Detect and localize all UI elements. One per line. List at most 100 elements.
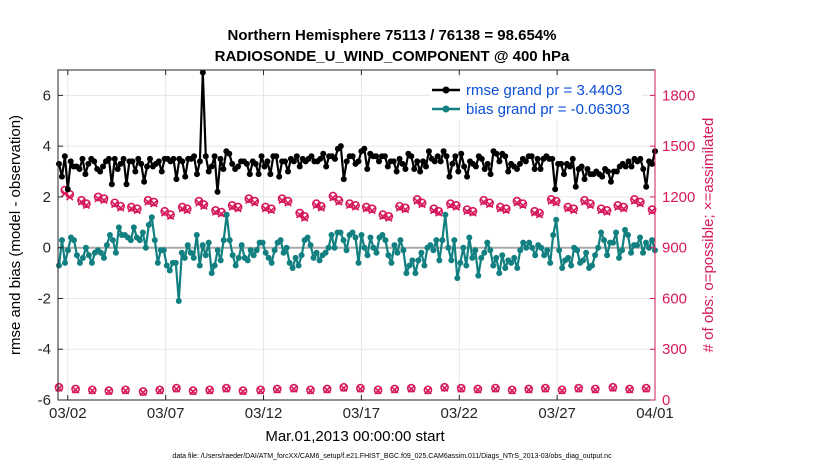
bias-series-point xyxy=(493,254,500,261)
rmse-series-point xyxy=(516,160,523,167)
obs-assimilated-marker xyxy=(502,206,511,215)
rmse-series-point xyxy=(522,158,529,165)
obs-assimilated-marker xyxy=(564,205,572,213)
obs-possible-marker xyxy=(217,207,226,217)
obs-assimilated-marker xyxy=(65,193,74,201)
bias-series-point xyxy=(196,262,203,269)
obs-assimilated-marker xyxy=(139,388,147,397)
y-tick-label-right: 300 xyxy=(662,341,687,358)
bias-series-point xyxy=(106,232,113,238)
obs-possible-marker xyxy=(569,204,579,214)
y-axis-label-right: # of obs: o=possible; ×=assimilated xyxy=(700,118,717,353)
bias-series-point xyxy=(181,254,188,261)
obs-assimilated-marker xyxy=(116,204,125,212)
bias-series-point xyxy=(478,254,485,261)
bias-series-point xyxy=(460,244,467,251)
obs-assimilated-marker xyxy=(485,200,494,209)
obs-assimilated-marker xyxy=(239,387,247,396)
rmse-series-point xyxy=(282,158,289,165)
obs-assimilated-marker xyxy=(195,199,203,207)
rmse-series-point xyxy=(455,168,462,175)
bias-series-point xyxy=(265,254,272,261)
obs-assimilated-stroke xyxy=(513,199,521,207)
obs-assimilated-stroke xyxy=(558,386,566,395)
bias-series-point xyxy=(211,262,218,269)
rmse-series-point xyxy=(425,148,432,155)
obs-assimilated-marker xyxy=(614,203,622,211)
bias-series-point xyxy=(298,252,305,259)
obs-assimilated-marker xyxy=(295,210,304,219)
rmse-series-point xyxy=(155,158,162,165)
obs-assimilated-stroke xyxy=(195,199,203,207)
bias-series-point xyxy=(523,244,530,251)
obs-assimilated-stroke xyxy=(446,201,455,210)
obs-possible-marker xyxy=(406,383,416,393)
obs-possible-marker xyxy=(221,383,231,393)
obs-assimilated-stroke xyxy=(77,198,86,206)
bias-series-point xyxy=(454,275,461,282)
x-tick-label: 03/02 xyxy=(49,405,87,422)
rmse-series-point xyxy=(123,181,130,188)
obs-assimilated-marker xyxy=(535,210,544,219)
bias-series-point xyxy=(166,267,173,274)
obs-assimilated-stroke xyxy=(535,210,544,219)
obs-possible-marker xyxy=(99,194,109,204)
bias-series-point xyxy=(628,249,635,256)
bias-series-point xyxy=(193,232,200,238)
obs-assimilated-stroke xyxy=(619,205,628,213)
rmse-series-point xyxy=(514,166,521,172)
obs-assimilated-marker xyxy=(519,201,527,210)
obs-assimilated-marker xyxy=(469,209,477,217)
obs-possible-marker xyxy=(590,384,600,394)
obs-assimilated-marker xyxy=(278,196,286,205)
bias-series-point xyxy=(574,247,581,254)
obs-assimilated-marker xyxy=(401,205,410,214)
rmse-series-point xyxy=(649,160,656,167)
obs-assimilated-stroke xyxy=(401,205,410,214)
bias-series-point xyxy=(559,265,566,271)
obs-possible-marker xyxy=(132,204,142,214)
obs-assimilated-stroke xyxy=(541,385,550,393)
obs-possible-marker xyxy=(266,204,276,214)
obs-assimilated-marker xyxy=(178,205,187,213)
bias-series-point xyxy=(433,237,440,244)
bias-series-point xyxy=(247,247,254,254)
obs-assimilated-stroke xyxy=(306,386,315,395)
bias-series-point xyxy=(481,249,488,256)
obs-assimilated-stroke xyxy=(300,214,309,222)
bias-series-point xyxy=(85,252,92,259)
obs-possible-marker xyxy=(491,383,500,393)
rmse-series-point xyxy=(355,158,362,165)
obs-assimilated-stroke xyxy=(211,208,220,216)
obs-possible-marker xyxy=(155,385,165,395)
bias-series-point xyxy=(373,249,380,256)
rmse-series-point xyxy=(173,176,180,183)
bias-series-point xyxy=(217,257,224,264)
rmse-series-point xyxy=(308,153,315,160)
obs-assimilated-marker xyxy=(306,386,315,395)
bias-series-point xyxy=(499,252,506,259)
obs-assimilated-stroke xyxy=(278,196,286,205)
obs-possible-marker xyxy=(367,204,377,214)
obs-assimilated-marker xyxy=(541,385,550,393)
rmse-series-point xyxy=(132,168,139,175)
obs-assimilated-marker xyxy=(105,387,113,396)
rmse-series-point xyxy=(449,160,456,167)
rmse-series-point xyxy=(179,158,186,165)
rmse-series-point xyxy=(61,153,68,160)
bias-series-point xyxy=(304,234,311,241)
bias-series-point xyxy=(331,244,338,251)
bias-series-point xyxy=(244,257,251,264)
bias-series-point xyxy=(340,237,347,244)
obs-assimilated-stroke xyxy=(261,205,270,213)
rmse-series-point xyxy=(625,158,632,165)
rmse-series-point xyxy=(452,153,459,160)
bias-series-point xyxy=(502,265,509,271)
x-tick-label: 03/17 xyxy=(343,405,381,422)
obs-possible-marker xyxy=(468,206,478,216)
obs-assimilated-marker xyxy=(71,386,80,394)
rmse-series-point xyxy=(235,163,242,170)
chart-title: Northern Hemisphere 75113 / 76138 = 98.6… xyxy=(228,27,557,44)
obs-assimilated-stroke xyxy=(474,386,482,394)
